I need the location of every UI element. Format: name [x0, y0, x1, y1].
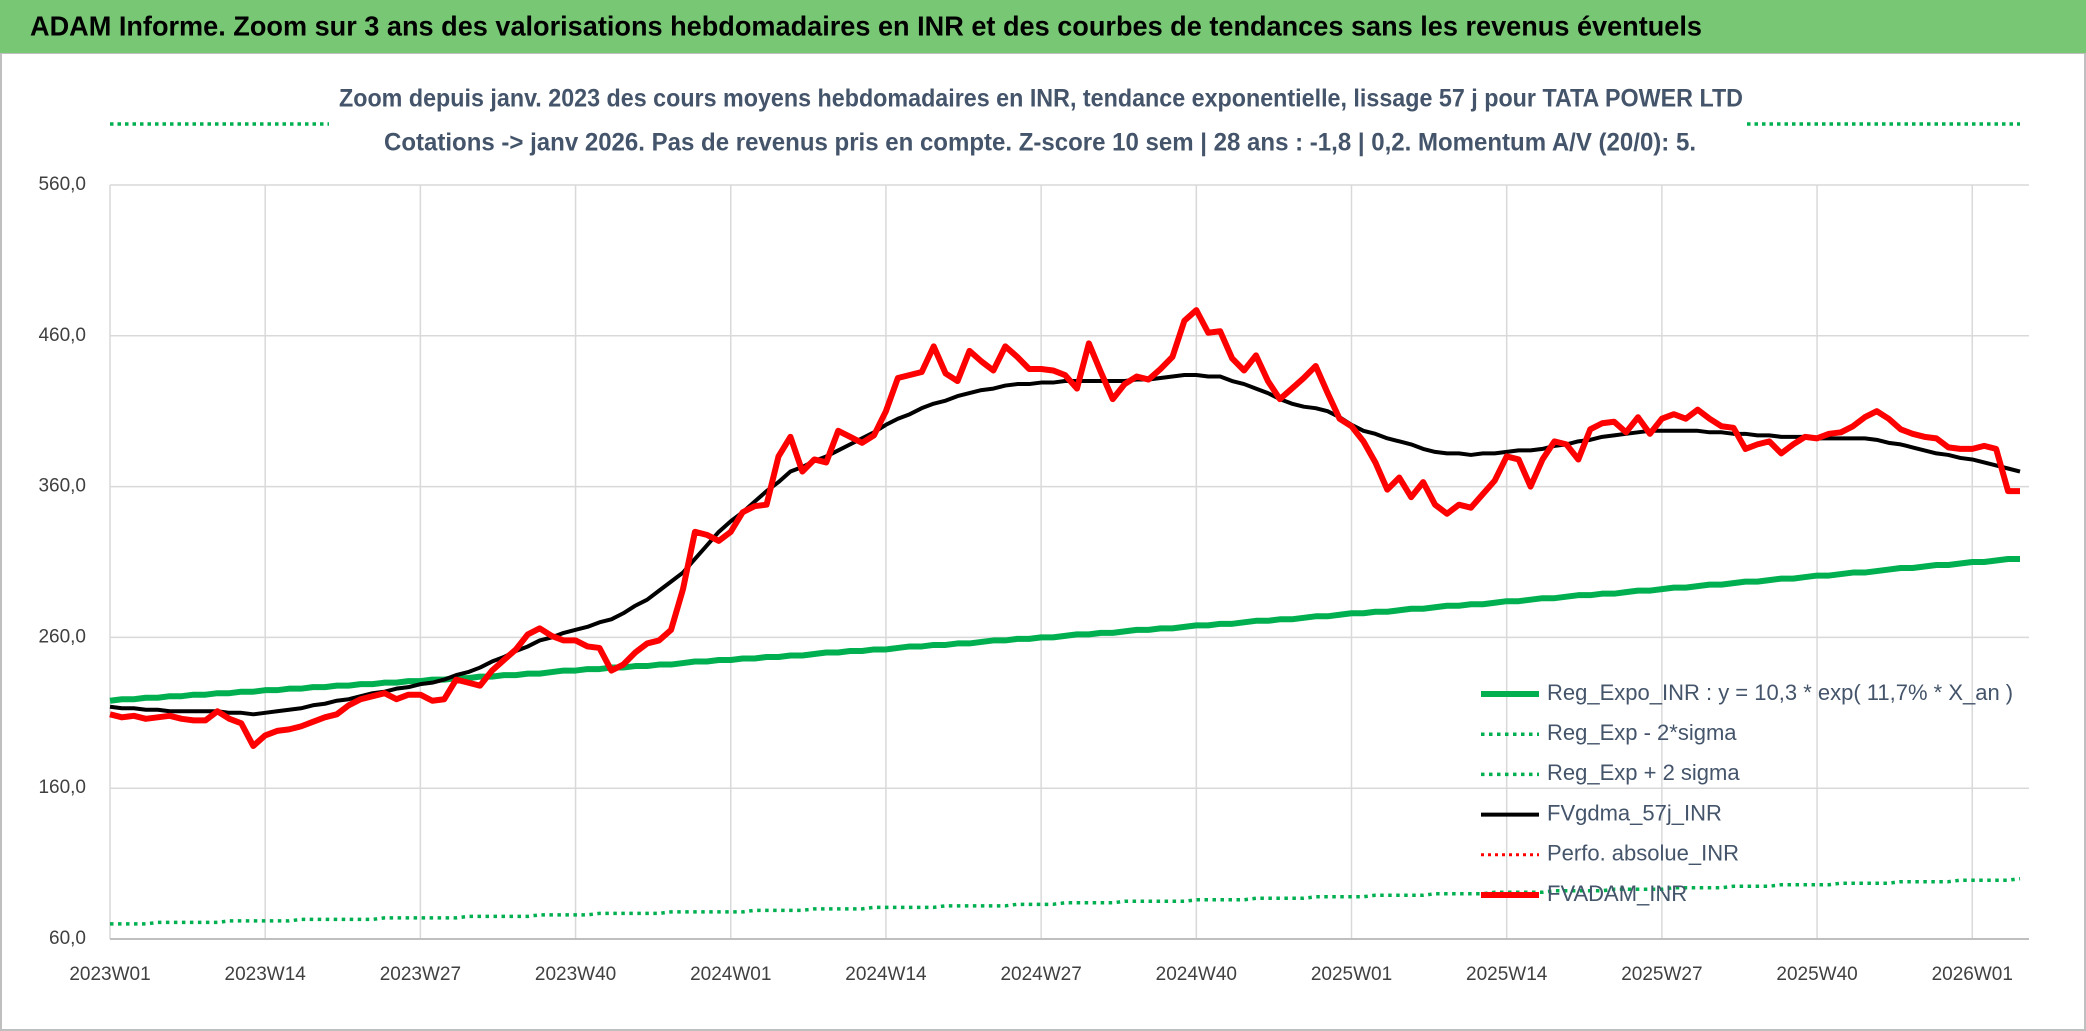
- y-tick-label: 560,0: [38, 174, 86, 195]
- x-tick-label: 2024W14: [845, 964, 927, 985]
- y-tick-label: 60,0: [49, 928, 86, 949]
- y-tick-label: 260,0: [38, 626, 86, 647]
- series-line: [109, 555, 2020, 704]
- plot-lines: [109, 307, 2021, 926]
- legend-label: Reg_Expo_INR : y = 10,3 * exp( 11,7% * X…: [1547, 680, 2013, 705]
- x-tick-label: 2024W40: [1156, 964, 1237, 985]
- legend: Reg_Expo_INR : y = 10,3 * exp( 11,7% * X…: [1481, 680, 2013, 906]
- chart-subtitle: Cotations -> janv 2026. Pas de revenus p…: [384, 129, 1696, 157]
- y-tick-label: 360,0: [38, 476, 86, 497]
- y-tick-label: 160,0: [38, 777, 86, 798]
- chart-title: Zoom depuis janv. 2023 des cours moyens …: [339, 85, 1743, 113]
- title-banner: [0, 0, 2086, 53]
- legend-label: FVgdma_57j_INR: [1547, 800, 1722, 825]
- x-tick-label: 2025W40: [1776, 964, 1857, 985]
- legend-label: FVADAM_INR: [1547, 881, 1687, 906]
- legend-label: Reg_Exp + 2 sigma: [1547, 760, 1740, 785]
- x-tick-label: 2023W01: [69, 964, 150, 985]
- legend-label: Reg_Exp - 2*sigma: [1547, 720, 1737, 745]
- x-tick-label: 2025W27: [1621, 964, 1702, 985]
- y-tick-label: 460,0: [38, 325, 86, 346]
- series-line: [109, 373, 2021, 717]
- x-tick-label: 2026W01: [1932, 964, 2013, 985]
- x-tick-label: 2023W27: [380, 964, 461, 985]
- page-title: ADAM Informe. Zoom sur 3 ans des valoris…: [30, 10, 1702, 41]
- x-tick-label: 2025W01: [1311, 964, 1392, 985]
- x-tick-label: 2025W14: [1466, 964, 1548, 985]
- x-tick-label: 2023W40: [535, 964, 616, 985]
- series-line: [109, 307, 2020, 749]
- legend-label: Perfo. absolue_INR: [1547, 841, 1739, 866]
- x-tick-label: 2023W14: [225, 964, 307, 985]
- series-line: [110, 876, 2021, 926]
- x-tick-label: 2024W27: [1000, 964, 1081, 985]
- chart-frame: [0, 52, 2086, 1031]
- x-tick-label: 2024W01: [690, 964, 771, 985]
